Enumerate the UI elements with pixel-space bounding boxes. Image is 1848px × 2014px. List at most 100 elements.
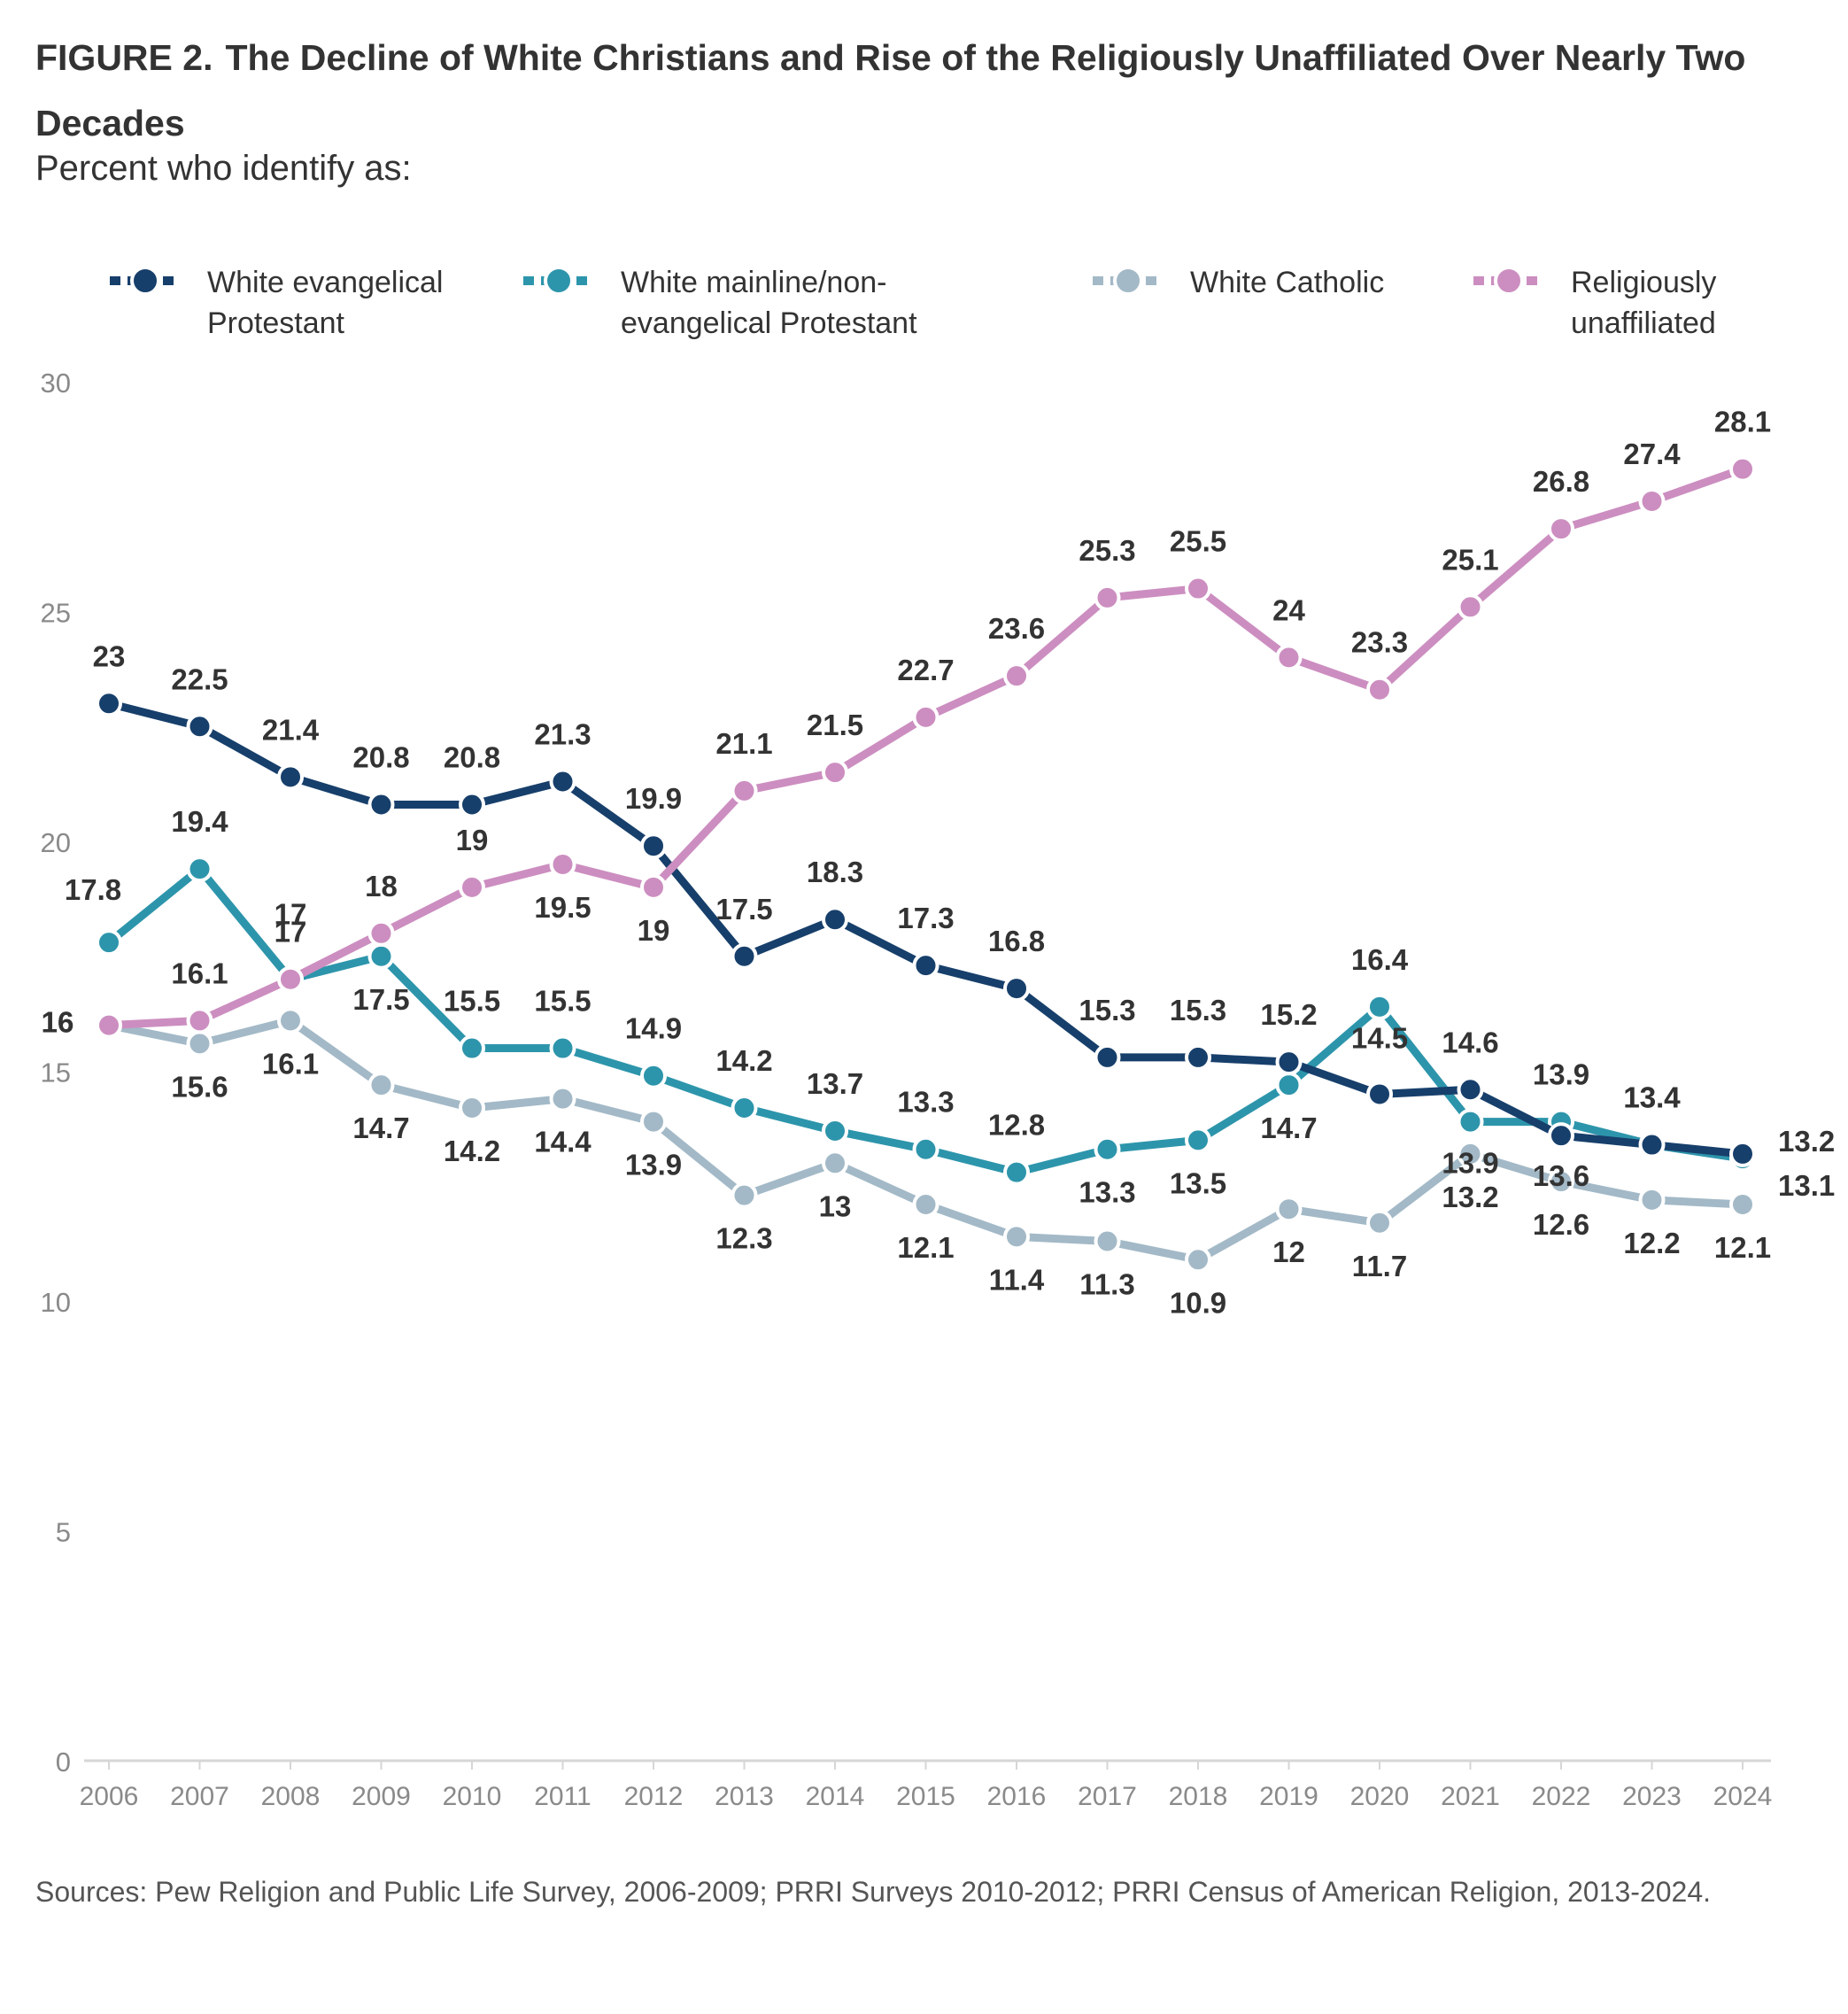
figure-label: FIGURE 2. [35, 37, 213, 78]
data-point-evangelical [912, 952, 939, 980]
data-point-unaffiliated [1275, 644, 1303, 671]
x-tick-label: 2013 [715, 1782, 774, 1811]
data-label-unaffiliated: 28.1 [1714, 406, 1771, 438]
data-label-unaffiliated: 18 [365, 870, 398, 902]
data-point-evangelical [459, 791, 485, 818]
line-chart: White evangelical Protestant White mainlin… [41, 266, 1836, 1811]
data-point-evangelical [1548, 1122, 1574, 1150]
data-label-catholic: 10.9 [1170, 1286, 1226, 1319]
data-point-unaffiliated [822, 759, 848, 786]
data-point-evangelical [731, 942, 758, 970]
data-label-mainline: 13.9 [1442, 1147, 1498, 1180]
data-label-catholic: 13.9 [625, 1149, 682, 1181]
chart-title: FIGURE 2. The Decline of White Christians… [35, 25, 1789, 156]
legend-label: Protestant [207, 306, 345, 340]
data-point-unaffiliated [1729, 455, 1756, 483]
x-tick-label: 2021 [1441, 1782, 1500, 1811]
data-label-mainline: 13.1 [1778, 1169, 1835, 1202]
data-label-unaffiliated: 25.1 [1442, 543, 1498, 576]
data-point-evangelical [1003, 975, 1030, 1003]
data-point-catholic [640, 1108, 667, 1135]
x-tick-label: 2006 [80, 1782, 139, 1811]
x-tick-label: 2020 [1350, 1782, 1410, 1811]
data-label-evangelical: 14.5 [1351, 1021, 1408, 1054]
x-tick-label: 2015 [896, 1782, 955, 1811]
data-label-catholic: 14.7 [352, 1112, 409, 1144]
data-labels: 23 22.5 21.4 20.8 20.8 21.3 19.9 17.5 18.3 17.3 16… [42, 406, 1836, 1320]
data-point-mainline [1275, 1072, 1303, 1099]
data-point-evangelical [549, 768, 576, 795]
data-point-unaffiliated [277, 965, 304, 993]
data-point-unaffiliated [912, 703, 939, 731]
data-point-mainline [640, 1062, 667, 1089]
chart-subtitle: Percent who identify as: [35, 149, 412, 188]
data-label-evangelical: 14.6 [1442, 1026, 1498, 1058]
legend-swatch-marker [1494, 266, 1524, 296]
x-tick-label: 2017 [1078, 1782, 1137, 1811]
series-layer [96, 455, 1756, 1274]
data-label-evangelical: 13.6 [1533, 1159, 1589, 1192]
data-point-catholic [1548, 1168, 1574, 1196]
data-label-catholic: 11.4 [989, 1263, 1045, 1296]
data-label-catholic: 13 [819, 1189, 852, 1222]
data-point-catholic [822, 1150, 848, 1177]
data-label-unaffiliated: 16.1 [171, 957, 228, 989]
data-point-mainline [822, 1117, 848, 1144]
data-point-evangelical [96, 690, 122, 717]
data-point-unaffiliated [1094, 584, 1121, 611]
data-label-mainline: 15.5 [444, 985, 500, 1018]
data-point-mainline [96, 929, 122, 957]
data-label-mainline: 17.8 [65, 873, 121, 906]
legend-label: evangelical Protestant [621, 306, 917, 340]
data-point-evangelical [640, 833, 667, 860]
data-label-evangelical: 21.3 [534, 718, 591, 751]
data-label-catholic: 11.3 [1079, 1268, 1134, 1301]
data-point-unaffiliated [1003, 662, 1030, 690]
data-point-unaffiliated [1457, 593, 1484, 621]
data-point-catholic [186, 1030, 213, 1057]
data-label-unaffiliated: 24 [1272, 593, 1305, 626]
data-label-unaffiliated: 21.1 [715, 727, 772, 760]
legend-item: White Catholic [1093, 266, 1384, 299]
data-label-unaffiliated: 19 [638, 914, 670, 947]
data-label-unaffiliated: 22.7 [897, 654, 954, 686]
y-tick-label: 25 [41, 598, 71, 629]
legend-swatch-marker [130, 266, 160, 296]
data-point-catholic [1729, 1191, 1756, 1219]
legend-label: Religiously [1571, 266, 1716, 299]
data-label-unaffiliated: 16 [42, 1006, 74, 1039]
x-tick-label: 2009 [352, 1782, 411, 1811]
y-tick-label: 0 [56, 1747, 71, 1778]
data-label-catholic: 12.1 [897, 1231, 954, 1264]
data-label-unaffiliated: 23.6 [988, 612, 1045, 645]
data-label-catholic: 11.7 [1352, 1250, 1407, 1282]
legend-item: White mainline/non-evangelical Protestan… [523, 266, 917, 340]
data-label-catholic: 14.4 [534, 1126, 592, 1158]
data-label-mainline: 14.7 [1260, 1112, 1317, 1144]
x-tick-label: 2007 [170, 1782, 229, 1811]
data-point-unaffiliated [1638, 487, 1666, 515]
data-label-evangelical: 20.8 [444, 740, 500, 773]
data-point-unaffiliated [731, 777, 758, 804]
data-point-mainline [912, 1135, 939, 1163]
data-label-evangelical: 13.4 [1623, 1081, 1681, 1114]
x-tick-label: 2016 [987, 1782, 1047, 1811]
x-tick-label: 2022 [1532, 1782, 1591, 1811]
data-label-evangelical: 15.2 [1260, 998, 1317, 1031]
data-point-evangelical [1366, 1081, 1393, 1108]
data-point-unaffiliated [96, 1011, 122, 1039]
data-label-evangelical: 20.8 [352, 740, 409, 773]
data-point-mainline [1185, 1127, 1211, 1154]
data-label-unaffiliated: 17 [274, 916, 307, 949]
data-label-catholic: 12 [1272, 1236, 1305, 1268]
data-point-catholic [1185, 1246, 1211, 1274]
data-label-mainline: 13.9 [1533, 1058, 1589, 1091]
data-label-mainline: 13.5 [1170, 1166, 1226, 1199]
data-point-mainline [186, 856, 213, 883]
data-point-unaffiliated [1185, 575, 1211, 602]
data-point-catholic [1638, 1186, 1666, 1213]
data-point-catholic [912, 1191, 939, 1219]
data-label-mainline: 17 [274, 898, 307, 931]
data-point-catholic [1275, 1196, 1303, 1223]
data-point-evangelical [277, 763, 304, 791]
